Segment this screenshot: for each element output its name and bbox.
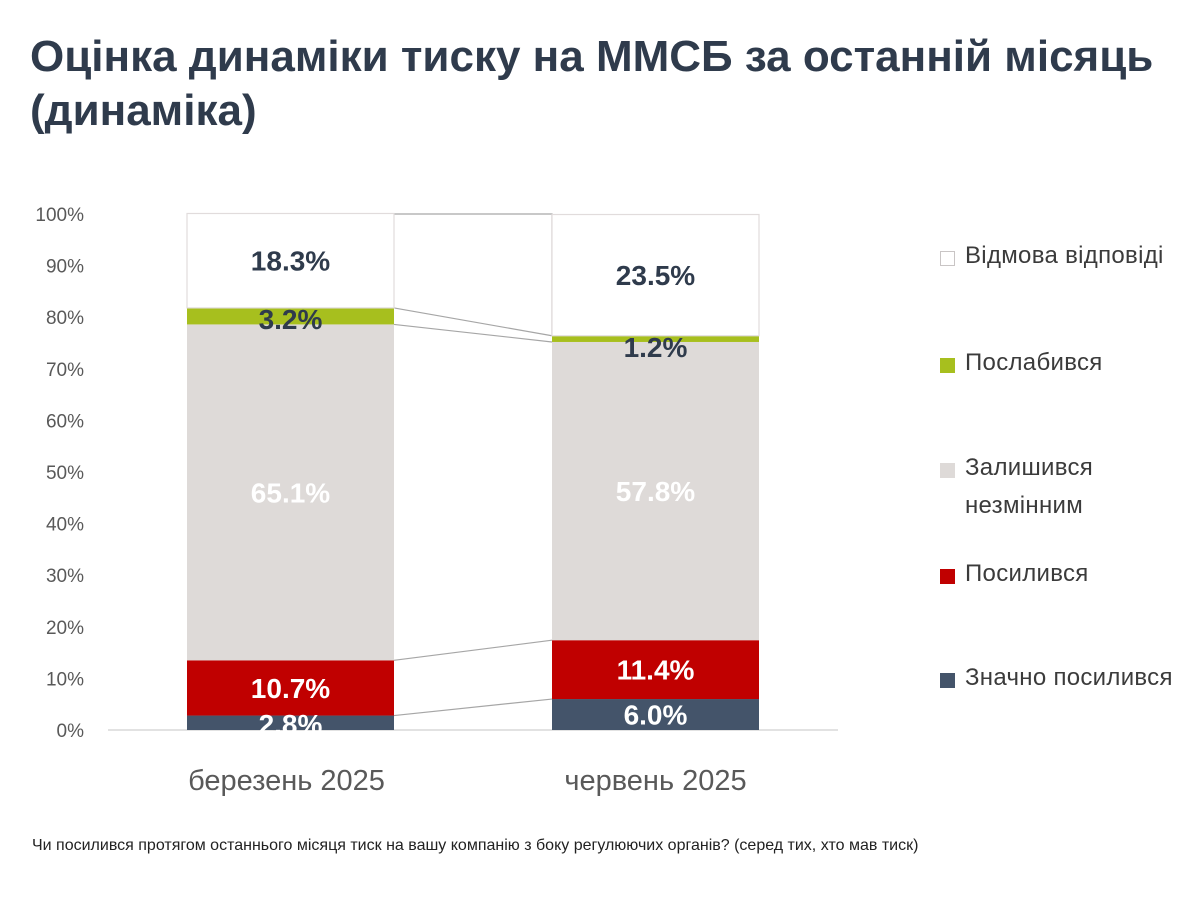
top-connector-frame	[394, 213, 553, 336]
data-label: 10.7%	[251, 673, 330, 704]
data-label: 2.8%	[259, 709, 323, 740]
legend-swatch	[940, 673, 955, 688]
legend-item: Відмова відповіді	[940, 242, 1164, 275]
category-label: березень 2025	[188, 765, 385, 797]
bar-segment	[187, 307, 394, 325]
legend-item: Послабився	[940, 349, 1103, 382]
legend-label: Послабився	[965, 349, 1103, 376]
legend-swatch	[940, 251, 955, 266]
bar-segment	[551, 213, 760, 337]
stacked-bar-chart: 0% 10% 20% 30% 40% 50% 60% 70% 80% 90% 100% 2.8% 10.…	[35, 205, 838, 797]
legend-swatch	[940, 463, 955, 478]
y-tick-label: 30%	[46, 566, 84, 587]
bar-segment	[187, 715, 394, 730]
y-tick-label: 40%	[46, 515, 84, 536]
series-connector-line	[393, 323, 553, 343]
bar-segment	[552, 335, 759, 342]
data-label: 11.4%	[617, 655, 695, 686]
legend-swatch	[940, 358, 955, 373]
y-tick-label: 70%	[46, 360, 84, 381]
bar-segment	[187, 660, 394, 716]
data-label: 1.2%	[624, 332, 688, 363]
bar-segment	[552, 341, 759, 641]
data-label: 57.8%	[616, 476, 695, 507]
data-label: 23.5%	[616, 260, 695, 291]
series-connector-line	[393, 639, 553, 661]
series-connector-line	[393, 698, 553, 717]
legend-item: Залишився незмінним	[940, 454, 1195, 525]
y-tick-label: 100%	[35, 205, 84, 226]
category-label: червень 2025	[564, 765, 746, 797]
y-tick-label: 10%	[46, 669, 84, 690]
data-label: 6.0%	[624, 700, 688, 731]
y-tick-label: 50%	[46, 463, 84, 484]
legend-item: Значно посилився	[940, 664, 1173, 697]
legend-item: Посилився	[940, 560, 1089, 593]
footnote: Чи посилився протягом останнього місяця …	[32, 837, 919, 854]
legend-label: Значно посилився	[965, 664, 1173, 691]
data-label: 18.3%	[251, 246, 330, 277]
y-tick-label: 20%	[46, 618, 84, 639]
y-tick-label: 0%	[57, 721, 85, 742]
data-label: 65.1%	[251, 477, 330, 508]
bar-segment	[552, 699, 759, 730]
bar-segment	[552, 640, 759, 700]
y-tick-label: 80%	[46, 308, 84, 329]
legend-label: Посилився	[965, 560, 1089, 587]
legend-label: Відмова відповіді	[965, 242, 1164, 269]
series-connector-line	[393, 307, 553, 337]
legend-label: Залишився незмінним	[965, 454, 1094, 519]
data-label: 3.2%	[259, 304, 323, 335]
y-tick-label: 60%	[46, 411, 84, 432]
bar-segment	[187, 324, 394, 661]
legend-swatch	[940, 569, 955, 584]
y-tick-label: 90%	[46, 257, 84, 278]
bar-segment	[186, 212, 395, 309]
page-title: Оцінка динаміки тиску на ММСБ за останні…	[30, 32, 1154, 135]
